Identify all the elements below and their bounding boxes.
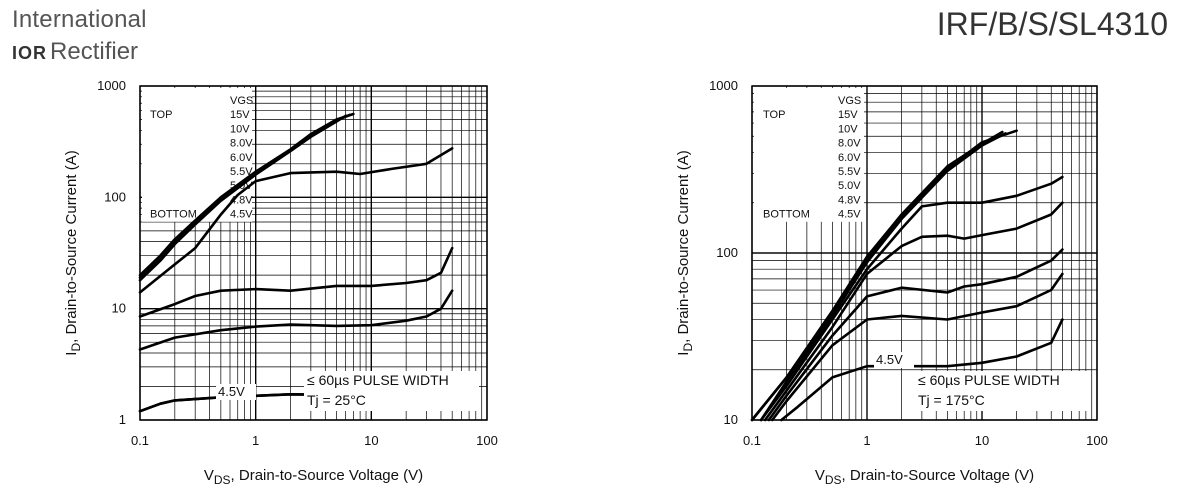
- x-tick-label: 1: [252, 433, 259, 448]
- x-tick-label: 100: [1086, 433, 1108, 448]
- y-tick-label: 100: [716, 245, 738, 260]
- legend-entry: 6.0V: [838, 152, 861, 164]
- curve-label-box: [874, 352, 914, 368]
- brand-rectifier: Rectifier: [50, 38, 139, 65]
- legend-entry: 10V: [230, 123, 250, 135]
- curve-label-4-5v: 4.5V: [876, 352, 903, 367]
- brand-name-line1: International: [12, 6, 147, 33]
- junction-temp-note: Tj = 25°C: [307, 392, 366, 408]
- pulse-width-note: ≤ 60µs PULSE WIDTH: [918, 372, 1060, 388]
- curve-6-0v: [759, 175, 1064, 422]
- junction-temp-note: Tj = 175°C: [918, 392, 985, 408]
- curve-5-0v: [138, 289, 454, 351]
- legend-header: VGS: [230, 95, 253, 107]
- chart-2: 0.1 1 10 100 10 100 1000 VGS TOP BOTTOM 15V 10V 8.0V…: [675, 78, 1108, 487]
- legend-entry: 4.5V: [838, 209, 861, 221]
- curve-4-5v: [780, 318, 1064, 422]
- x-axis-label: VDS, Drain-to-Source Voltage (V): [815, 467, 1034, 487]
- pulse-width-note: ≤ 60µs PULSE WIDTH: [307, 372, 449, 388]
- y-tick-label: 100: [104, 189, 126, 204]
- curve-4-8v: [770, 272, 1064, 422]
- plot-frame: [139, 85, 488, 421]
- legend-entry: 10V: [838, 123, 858, 135]
- x-tick-label: 1: [863, 433, 870, 448]
- part-number: IRF/B/S/SL4310: [936, 6, 1168, 42]
- curve-label-box: [216, 384, 256, 400]
- x-tick-label: 10: [364, 433, 378, 448]
- legend-bottom-label: BOTTOM: [150, 209, 197, 221]
- y-tick-label: 10: [112, 301, 126, 316]
- ior-logo: IOR: [12, 43, 48, 63]
- curve-10v: [750, 129, 1018, 422]
- x-tick-label: 10: [975, 433, 989, 448]
- chart-1: 0.1 1 10 100 1 10 100 1000 VGS TOP BOTTOM 15V 10V 8.0…: [63, 78, 498, 487]
- legend-top-label: TOP: [763, 109, 785, 121]
- legend-entry: 6.0V: [230, 152, 253, 164]
- legend-top-label: TOP: [150, 109, 172, 121]
- curve-5-5v: [763, 201, 1064, 422]
- brand-name-line2: IOR Rectifier: [12, 38, 138, 66]
- curve-5-0v: [767, 248, 1064, 422]
- legend-bottom-label: BOTTOM: [763, 209, 810, 221]
- x-tick-label: 0.1: [131, 433, 149, 448]
- curve-8-0v: [759, 132, 1007, 422]
- x-axis-label: VDS, Drain-to-Source Voltage (V): [204, 467, 423, 487]
- legend-entry: 5.0V: [838, 180, 861, 192]
- curve-6-0v: [138, 147, 454, 294]
- legend-entry: 15V: [230, 109, 250, 121]
- curve-label-4-5v: 4.5V: [218, 384, 245, 399]
- y-tick-label: 10: [724, 412, 738, 427]
- y-tick-label: 1000: [97, 78, 126, 93]
- note-box: [915, 371, 1090, 411]
- curve-8-0v: [138, 114, 348, 282]
- plot-frame: [751, 85, 1098, 421]
- legend-entry: 8.0V: [230, 138, 253, 150]
- legend-entry: 5.5V: [230, 166, 253, 178]
- legend-entry: 8.0V: [838, 138, 861, 150]
- legend-entry: 4.8V: [838, 194, 861, 206]
- curve-5-5v: [138, 246, 454, 318]
- x-tick-label: 0.1: [743, 433, 761, 448]
- y-tick-label: 1000: [709, 78, 738, 93]
- x-tick-label: 100: [476, 433, 498, 448]
- y-axis-label: ID, Drain-to-Source Current (A): [63, 150, 83, 355]
- y-tick-label: 1: [119, 412, 126, 427]
- legend-entry: 5.5V: [838, 166, 861, 178]
- y-axis-label: ID, Drain-to-Source Current (A): [675, 150, 695, 355]
- note-box: [304, 371, 479, 411]
- legend-box: [754, 88, 864, 222]
- legend-entry: 4.5V: [230, 209, 253, 221]
- legend-entry: 15V: [838, 109, 858, 121]
- legend-header: VGS: [838, 95, 861, 107]
